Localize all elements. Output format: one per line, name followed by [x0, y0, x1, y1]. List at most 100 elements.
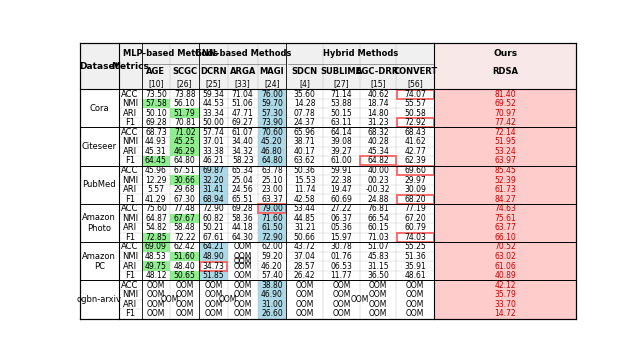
Text: 50.36: 50.36 — [294, 166, 316, 175]
Text: 50.66: 50.66 — [294, 233, 316, 242]
Text: OOM: OOM — [234, 271, 252, 280]
Text: 45.31: 45.31 — [145, 147, 167, 156]
Text: 72.90: 72.90 — [261, 233, 283, 242]
Text: 14.80: 14.80 — [367, 109, 389, 118]
Bar — [434, 185, 576, 194]
Bar — [434, 300, 576, 309]
Text: 76.00: 76.00 — [261, 90, 283, 98]
Bar — [257, 223, 286, 233]
Bar — [257, 213, 286, 223]
Text: OOM: OOM — [234, 242, 252, 251]
Text: 50.65: 50.65 — [173, 271, 196, 280]
Text: 48.53: 48.53 — [145, 252, 167, 261]
Bar — [199, 271, 228, 280]
Text: 63.02: 63.02 — [494, 252, 516, 261]
Text: 69.28: 69.28 — [145, 118, 166, 127]
Text: 19.47: 19.47 — [330, 185, 352, 194]
Text: 57.30: 57.30 — [261, 109, 283, 118]
Bar — [397, 118, 434, 127]
Text: 64.30: 64.30 — [232, 233, 253, 242]
Bar — [141, 233, 170, 242]
Text: 69.87: 69.87 — [202, 166, 224, 175]
Text: 36.50: 36.50 — [367, 271, 389, 280]
Text: 35.91: 35.91 — [404, 262, 426, 271]
Text: 60.79: 60.79 — [404, 223, 426, 232]
Text: ACC: ACC — [122, 281, 139, 290]
Text: 65.51: 65.51 — [232, 195, 253, 204]
Text: 84.27: 84.27 — [494, 195, 516, 204]
Text: 51.95: 51.95 — [494, 137, 516, 146]
Text: ARI: ARI — [123, 185, 137, 194]
Text: 66.10: 66.10 — [494, 233, 516, 242]
Text: 59.20: 59.20 — [261, 252, 283, 261]
Text: OOM: OOM — [234, 262, 252, 271]
Bar — [257, 108, 286, 118]
Text: 46.20: 46.20 — [261, 262, 283, 271]
Text: OOM: OOM — [332, 290, 351, 299]
Text: 64.80: 64.80 — [261, 156, 283, 165]
Text: 18.74: 18.74 — [367, 99, 389, 108]
Bar — [170, 127, 199, 137]
Text: 59.70: 59.70 — [261, 99, 283, 108]
Text: Ours: Ours — [493, 49, 517, 58]
Text: 40.00: 40.00 — [367, 166, 389, 175]
Text: 67.51: 67.51 — [174, 166, 196, 175]
Text: 27.22: 27.22 — [331, 204, 352, 213]
Bar — [257, 127, 286, 137]
Text: 33.70: 33.70 — [494, 300, 516, 309]
Text: 57.58: 57.58 — [145, 99, 167, 108]
Text: ACC: ACC — [122, 204, 139, 213]
Text: ACC: ACC — [122, 90, 139, 98]
Text: 68.94: 68.94 — [202, 195, 224, 204]
Bar — [80, 43, 576, 89]
Bar — [199, 252, 228, 261]
Bar — [397, 90, 434, 98]
Text: 00.23: 00.23 — [367, 175, 389, 185]
Text: 60.15: 60.15 — [367, 223, 389, 232]
Bar — [434, 271, 576, 280]
Text: 48.12: 48.12 — [145, 271, 166, 280]
Text: 68.73: 68.73 — [145, 128, 167, 137]
Text: 29.68: 29.68 — [174, 185, 195, 194]
Bar — [199, 166, 228, 175]
Text: 53.88: 53.88 — [331, 99, 352, 108]
Text: 33.34: 33.34 — [202, 109, 225, 118]
Bar — [257, 137, 286, 147]
Text: GNN-based Methods: GNN-based Methods — [195, 49, 291, 58]
Text: 52.39: 52.39 — [494, 175, 516, 185]
Bar — [257, 156, 286, 166]
Text: 77.48: 77.48 — [174, 204, 196, 213]
Bar — [257, 309, 286, 319]
Text: OOM: OOM — [406, 300, 424, 309]
Text: 49.75: 49.75 — [145, 262, 167, 271]
Text: 63.11: 63.11 — [331, 118, 352, 127]
Text: 34.40: 34.40 — [232, 137, 253, 146]
Text: 07.78: 07.78 — [294, 109, 316, 118]
Text: 57.40: 57.40 — [261, 271, 283, 280]
Text: 38.71: 38.71 — [294, 137, 316, 146]
Text: OOM: OOM — [332, 281, 351, 290]
Text: 67.20: 67.20 — [404, 214, 426, 223]
Text: 71.02: 71.02 — [174, 128, 195, 137]
Text: [33]: [33] — [235, 79, 251, 88]
Text: OOM: OOM — [369, 300, 387, 309]
Text: 15.53: 15.53 — [294, 175, 316, 185]
Text: 44.18: 44.18 — [232, 223, 253, 232]
Text: ACC: ACC — [122, 128, 139, 137]
Text: 62.39: 62.39 — [404, 156, 426, 165]
Text: 73.50: 73.50 — [145, 90, 167, 98]
Text: 64.21: 64.21 — [203, 242, 224, 251]
Bar — [199, 185, 228, 194]
Text: Hybrid Methods: Hybrid Methods — [323, 49, 398, 58]
Text: 45.20: 45.20 — [261, 137, 283, 146]
Text: 71.14: 71.14 — [331, 90, 352, 98]
Text: Dataset: Dataset — [79, 62, 119, 71]
Text: 51.79: 51.79 — [174, 109, 196, 118]
Text: ACC: ACC — [122, 242, 139, 251]
Bar — [434, 233, 576, 242]
Text: [56]: [56] — [408, 79, 423, 88]
Text: 31.21: 31.21 — [294, 223, 316, 232]
Text: NMI: NMI — [122, 175, 138, 185]
Text: Amazon
PC: Amazon PC — [83, 252, 116, 271]
Text: 46.29: 46.29 — [174, 147, 196, 156]
